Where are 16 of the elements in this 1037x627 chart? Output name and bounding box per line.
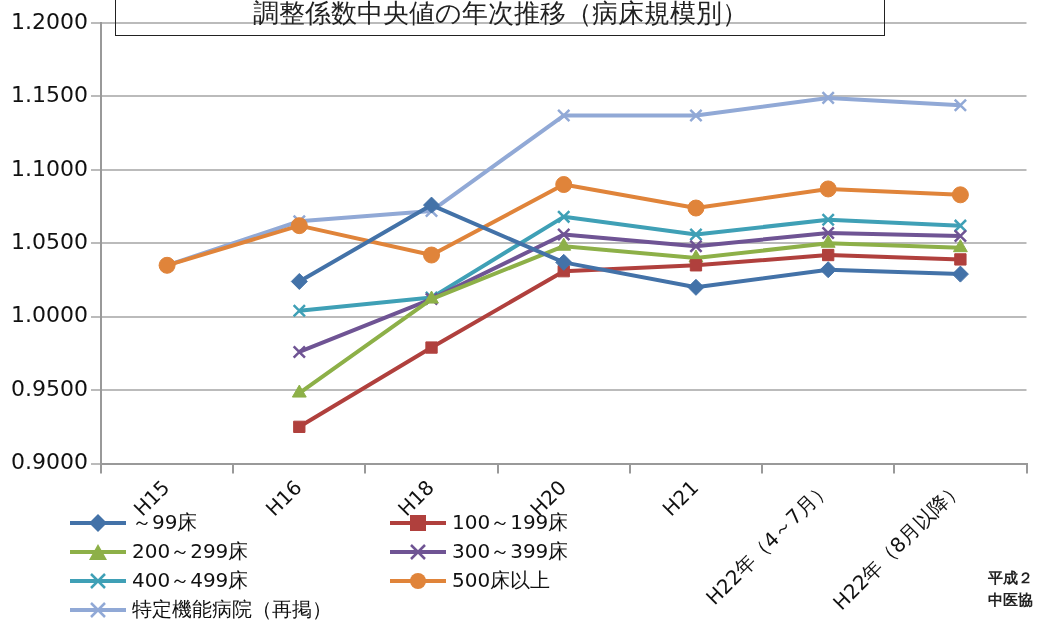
legend-label: 特定機能病院（再掲） — [132, 596, 332, 623]
y-tick-label: 1.2000 — [10, 8, 88, 34]
y-tick-label: 1.0000 — [10, 302, 88, 328]
y-tick-label: 1.1000 — [10, 155, 88, 181]
legend-label: 300～399床 — [452, 538, 569, 565]
y-tick-label: 0.9000 — [10, 449, 88, 475]
legend-label: 500床以上 — [452, 567, 551, 594]
y-tick-label: 0.9500 — [10, 375, 88, 401]
text: 平成２ — [988, 568, 1033, 589]
legend-label: 200～299床 — [132, 538, 249, 565]
y-tick-label: 1.0500 — [10, 228, 88, 254]
chart-title: 調整係数中央値の年次推移（病床規模別） — [115, 0, 885, 36]
y-tick-label: 1.1500 — [10, 82, 88, 108]
x-tick-label: H21 — [657, 475, 704, 521]
text: 中医協 — [988, 590, 1033, 611]
legend-label: 400～499床 — [132, 567, 249, 594]
